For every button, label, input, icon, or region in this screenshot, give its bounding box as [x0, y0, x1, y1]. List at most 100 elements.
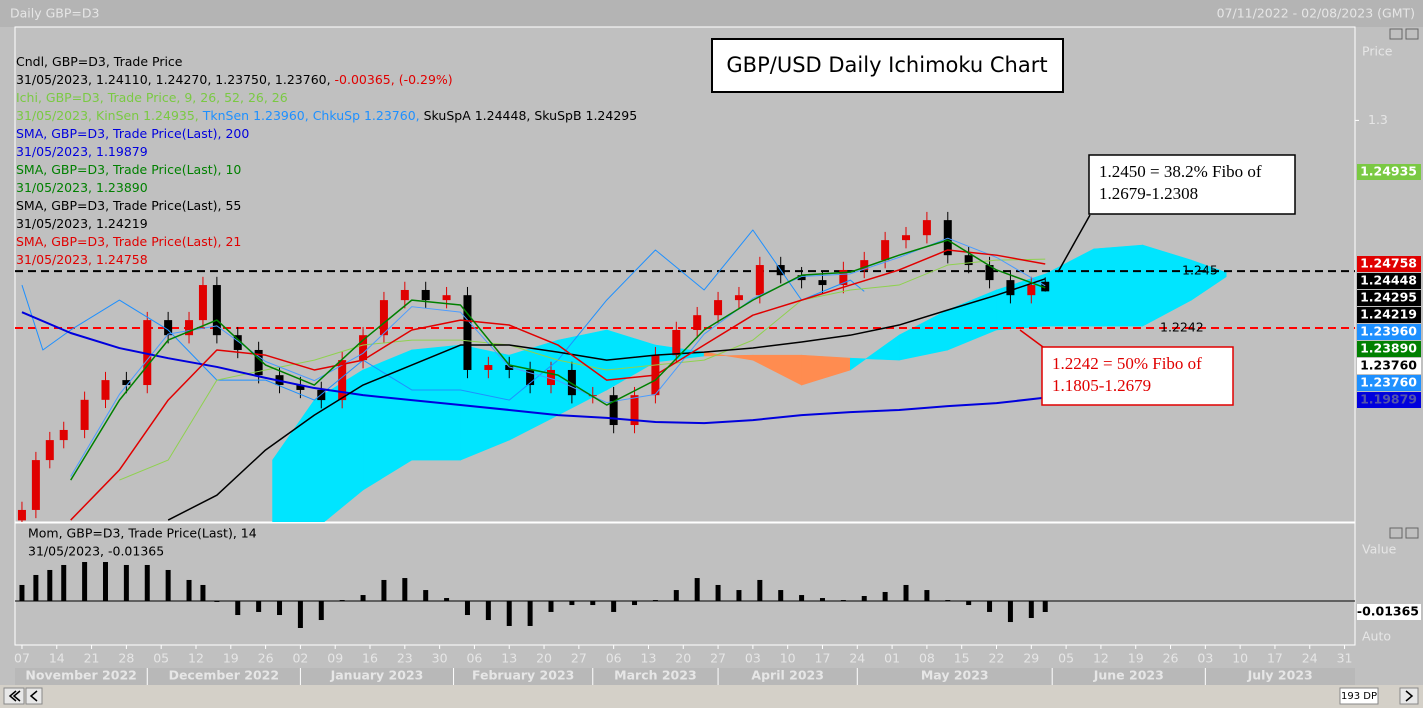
chikou-line — [21, 229, 865, 401]
pane-button[interactable] — [1389, 28, 1403, 40]
month-label: June 2023 — [1093, 668, 1164, 683]
legend-text: TknSen 1.23960, ChkuSp 1.23760, — [202, 108, 424, 123]
price-label-box — [1357, 307, 1421, 324]
momentum-bar — [297, 601, 303, 628]
scroll-step-left[interactable] — [25, 687, 43, 705]
momentum-bar — [840, 600, 846, 602]
momentum-bar — [590, 601, 596, 606]
legend-line: SMA, GBP=D3, Trade Price(Last), 21 — [16, 234, 241, 249]
price-label: 1.23890 — [1360, 341, 1417, 356]
price-axis-title: Price — [1362, 44, 1393, 59]
momentum-bar — [987, 601, 993, 612]
momentum-bar — [339, 600, 345, 602]
pane-button[interactable] — [1405, 28, 1419, 40]
momentum-bar — [903, 584, 909, 602]
momentum-value-box — [1357, 604, 1421, 620]
momentum-legend: Mom, GBP=D3, Trade Price(Last), 14 — [28, 526, 257, 541]
candle-body — [122, 380, 131, 386]
annotation-text: 1.2450 = 38.2% Fibo of — [1099, 162, 1262, 181]
month-label: May 2023 — [921, 668, 989, 683]
momentum-bar — [757, 579, 763, 602]
x-tick-label: 20 — [536, 651, 552, 666]
month-label: November 2022 — [25, 668, 136, 683]
momentum-bar — [82, 562, 88, 602]
x-tick-label: 10 — [1232, 651, 1248, 666]
scroll-left[interactable] — [3, 687, 25, 705]
price-label-box — [1357, 341, 1421, 358]
legend-text: SkuSpA 1.24448, SkuSpB 1.24295 — [424, 108, 638, 123]
momentum-bar — [966, 601, 972, 606]
legend-line: 31/05/2023, 1.19879 — [16, 144, 148, 159]
legend-line: 31/05/2023, 1.23890 — [16, 180, 148, 195]
x-tick-label: 23 — [397, 651, 413, 666]
x-tick-label: 31 — [1337, 651, 1353, 666]
points-label: 193 DP — [1341, 691, 1377, 702]
indicator-line — [70, 239, 1046, 481]
x-tick-label: 14 — [49, 651, 65, 666]
legend-text: 31/05/2023, 1.23890 — [16, 180, 148, 195]
x-tick-label: 26 — [258, 651, 274, 666]
candle-body — [233, 335, 242, 350]
candle-body — [212, 285, 221, 336]
candle-body — [734, 295, 743, 301]
month-label: December 2022 — [169, 668, 280, 683]
price-label-box — [1357, 256, 1421, 273]
x-tick-label: 07 — [14, 651, 30, 666]
annotation-box — [1041, 346, 1234, 406]
momentum-bar — [1028, 601, 1034, 619]
momentum-bar — [402, 578, 408, 602]
legend-text: 31/05/2023, 1.24219 — [16, 216, 148, 231]
candle-body — [797, 275, 806, 281]
annotation-text: 1.2679-1.2308 — [1099, 184, 1198, 203]
legend-line: Cndl, GBP=D3, Trade Price — [16, 54, 183, 69]
cloud-segment — [1093, 244, 1143, 327]
x-tick-label: 02 — [292, 651, 308, 666]
momentum-bar — [464, 601, 470, 616]
candle-body — [1027, 285, 1036, 296]
legend-text: 31/05/2023, 1.24110, 1.24270, 1.23750, 1… — [16, 72, 335, 87]
candle-body — [630, 395, 639, 426]
indicator-line — [167, 278, 1046, 521]
price-label: 1.24295 — [1360, 290, 1417, 305]
candle-body — [943, 220, 952, 256]
candle-body — [985, 265, 994, 281]
pane-button[interactable] — [1405, 527, 1419, 539]
candle-body — [567, 369, 576, 396]
momentum-bar — [799, 595, 805, 602]
price-label-box — [1357, 324, 1421, 341]
momentum-bar — [611, 601, 617, 612]
x-tick-label: 21 — [84, 651, 100, 666]
header-right: 07/11/2022 - 02/08/2023 (GMT) — [1217, 6, 1415, 21]
momentum-bar — [673, 590, 679, 602]
x-tick-label: 03 — [1197, 651, 1213, 666]
month-label: July 2023 — [1247, 668, 1313, 683]
candle-body — [860, 260, 869, 270]
price-label-box — [1357, 358, 1421, 375]
x-tick-label: 17 — [815, 651, 831, 666]
momentum-bar — [819, 598, 825, 602]
x-tick-label: 09 — [327, 651, 343, 666]
momentum-bar — [569, 601, 575, 606]
legend-text: -0.00365, (-0.29%) — [335, 72, 453, 87]
points-box[interactable] — [1339, 687, 1379, 705]
price-label: 1.23760 — [1360, 358, 1417, 373]
chart-title: GBP/USD Daily Ichimoku Chart — [726, 53, 1047, 77]
momentum-bar — [381, 579, 387, 602]
candle-body — [143, 320, 152, 386]
x-tick-label: 06 — [606, 651, 622, 666]
x-tick-label: 17 — [1267, 651, 1283, 666]
momentum-bar — [736, 590, 742, 602]
momentum-bar — [548, 601, 554, 612]
momentum-bar — [778, 590, 784, 602]
annotation-pointer — [1057, 214, 1091, 273]
price-label: 1.24758 — [1360, 256, 1417, 271]
x-tick-label: 28 — [118, 651, 134, 666]
price-label-box — [1357, 375, 1421, 392]
momentum-bar — [235, 601, 241, 616]
scroll-right[interactable] — [1399, 687, 1419, 705]
header-left: Daily GBP=D3 — [10, 6, 99, 21]
candle-body — [463, 295, 472, 370]
x-tick-label: 16 — [362, 651, 378, 666]
pane-button[interactable] — [1389, 527, 1403, 539]
momentum-value-label: -0.01365 — [1357, 604, 1419, 619]
